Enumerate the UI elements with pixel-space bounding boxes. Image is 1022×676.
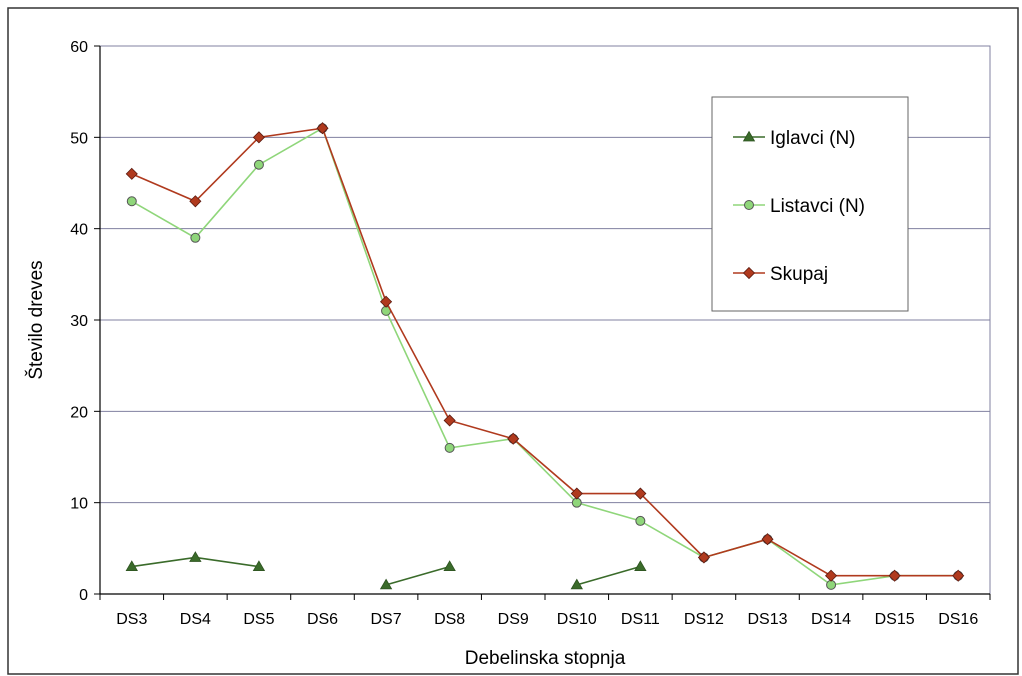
- x-tick-label: DS13: [747, 611, 787, 628]
- legend-marker: [742, 130, 756, 142]
- legend-entries: Iglavci (N) Listavci (N) Skupaj: [733, 128, 865, 285]
- y-tick-label: 0: [79, 587, 88, 604]
- data-point: [570, 487, 583, 500]
- data-point: [634, 487, 647, 500]
- data-point: [190, 232, 201, 243]
- data-point: [316, 122, 329, 135]
- x-tick-label: DS6: [307, 611, 338, 628]
- legend-entry-2: Listavci (N): [733, 196, 865, 217]
- series-3: [125, 122, 965, 582]
- data-point: [697, 551, 710, 564]
- legend-entry-1: Iglavci (N): [733, 128, 856, 149]
- y-tick-label: 50: [70, 130, 88, 147]
- legend-marker: [744, 200, 754, 210]
- data-point: [443, 414, 456, 427]
- data-point: [634, 560, 647, 571]
- legend: Iglavci (N) Listavci (N) Skupaj: [711, 96, 909, 312]
- x-tick-label: DS5: [243, 611, 274, 628]
- data-point: [761, 533, 774, 546]
- data-point: [888, 569, 901, 582]
- y-tick-label: 20: [70, 404, 88, 421]
- x-tick-label: DS7: [371, 611, 402, 628]
- data-point: [253, 159, 264, 170]
- data-point: [189, 551, 202, 562]
- data-point: [252, 131, 265, 144]
- x-tick-label: DS15: [875, 611, 915, 628]
- x-tick-label: DS12: [684, 611, 724, 628]
- grid-lines: [100, 45, 990, 504]
- series-layer: [125, 122, 965, 590]
- series-line: [131, 127, 959, 586]
- series-line: [576, 565, 641, 586]
- x-tick-label: DS11: [621, 611, 660, 628]
- y-tick-label: 30: [70, 313, 88, 330]
- data-point: [952, 569, 965, 582]
- chart-frame: [7, 7, 1019, 675]
- y-axis-title: Število dreves: [25, 260, 47, 379]
- legend-label: Listavci (N): [770, 196, 865, 217]
- y-tick-label: 60: [70, 39, 88, 56]
- series-line: [131, 127, 959, 577]
- data-point: [443, 560, 456, 571]
- legend-marker: [742, 266, 756, 280]
- data-point: [570, 578, 583, 590]
- data-point: [444, 442, 455, 453]
- data-point: [380, 295, 393, 308]
- series-line: [385, 565, 450, 586]
- data-point: [252, 560, 266, 571]
- data-point: [189, 195, 202, 208]
- data-point: [125, 560, 138, 571]
- x-tick-label: DS9: [498, 611, 529, 628]
- data-point: [635, 515, 646, 526]
- y-tick-label: 10: [70, 496, 88, 513]
- data-point: [379, 578, 393, 590]
- x-axis-title: Debelinska stopnja: [465, 648, 626, 669]
- data-point: [825, 569, 838, 582]
- data-point: [126, 196, 137, 207]
- series-1: [125, 551, 647, 590]
- x-tick-label: DS8: [434, 611, 465, 628]
- x-tick-label: DS16: [938, 611, 978, 628]
- x-tick-label: DS14: [811, 611, 851, 628]
- legend-entry-3: Skupaj: [733, 264, 828, 285]
- axes: 0 10 20 30 40 50 60 DS3 DS4 DS5 DS6 DS7 DS8 DS9 DS10 DS…: [70, 39, 991, 628]
- x-tick-label: DS4: [180, 611, 211, 628]
- legend-label: Skupaj: [770, 264, 828, 285]
- data-point: [125, 167, 138, 180]
- legend-label: Iglavci (N): [770, 128, 856, 149]
- x-tick-label: DS10: [557, 611, 597, 628]
- data-point: [507, 432, 520, 445]
- x-tick-label: DS3: [116, 611, 147, 628]
- y-tick-label: 40: [70, 222, 88, 239]
